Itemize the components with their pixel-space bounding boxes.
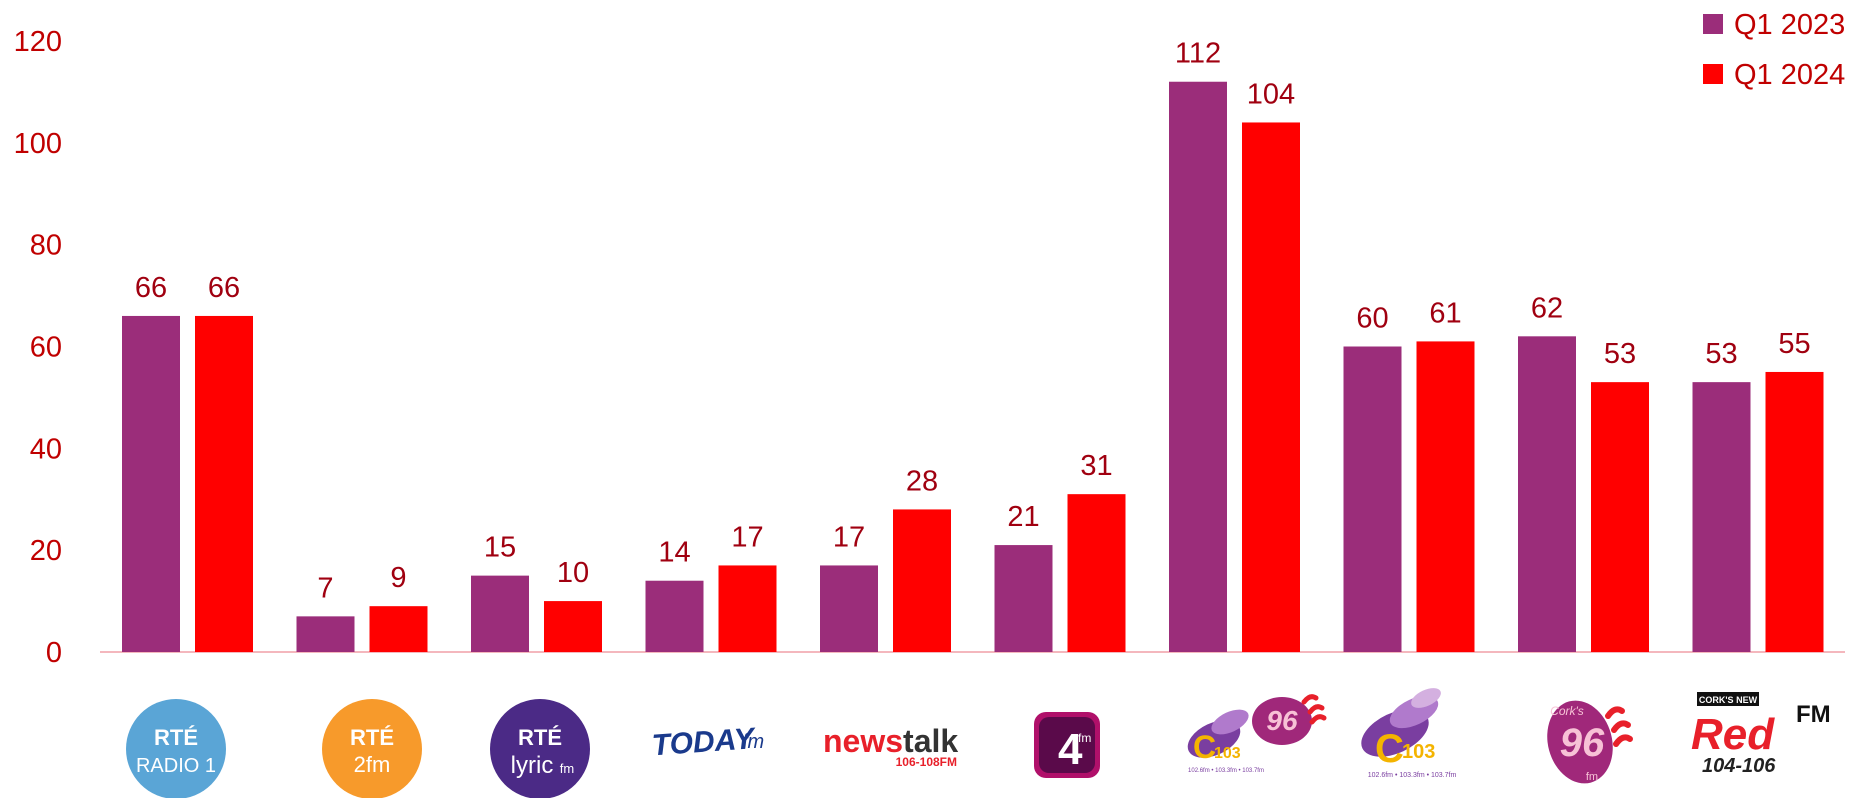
bar <box>718 565 777 652</box>
bar-value-label: 60 <box>1356 303 1388 335</box>
bar-value-label: 31 <box>1080 450 1112 482</box>
cork96fm-logo: Cork's 96 fm <box>1547 700 1633 784</box>
newstalk-logo-part1: news <box>823 723 903 759</box>
bar-value-label: 28 <box>906 465 938 497</box>
bar <box>1765 371 1824 652</box>
4fm-logo-main: 4 <box>1058 725 1083 774</box>
rte-lyricfm-logo: RTÉ lyric fm <box>490 699 590 798</box>
bar <box>1591 382 1649 652</box>
bar <box>471 575 529 652</box>
bar-value-label: 62 <box>1531 292 1563 324</box>
rte-radio1-logo: RTÉ RADIO 1 <box>126 699 226 798</box>
rte-lyricfm-logo-line1: RTÉ <box>518 725 562 750</box>
y-tick-label: 40 <box>30 433 62 465</box>
legend-swatch-q1-2024 <box>1703 64 1723 84</box>
bar <box>994 545 1053 652</box>
redfm-logo-top: CORK'S NEW <box>1699 695 1758 705</box>
y-tick-label: 80 <box>30 230 62 262</box>
legend: Q1 2023 Q1 2024 <box>1703 9 1845 91</box>
newstalk-logo: newstalk 106-108FM <box>823 723 958 769</box>
bar <box>1692 382 1751 652</box>
cork96fm-logo-num: 96 <box>1560 721 1605 765</box>
redfm-logo-main: Red <box>1691 710 1775 759</box>
y-tick-label: 0 <box>46 637 62 669</box>
bar <box>544 601 602 652</box>
bar-value-label: 9 <box>390 562 406 594</box>
cork96fm-logo-prefix: Cork's <box>1550 704 1584 718</box>
4fm-logo-suffix: fm <box>1078 731 1091 745</box>
legend-label-q1-2024: Q1 2024 <box>1734 59 1845 91</box>
redfm-logo-fm: FM <box>1796 701 1831 728</box>
category-logos: RTÉ RADIO 1 RTÉ 2fm RTÉ lyric fm TODAY f… <box>126 688 1831 798</box>
legend-label-q1-2023: Q1 2023 <box>1734 9 1845 41</box>
y-axis-ticks: 0 20 40 60 80 100 120 <box>14 26 62 669</box>
y-tick-label: 60 <box>30 332 62 364</box>
c103-cork96fm-logo-freqs: 102.6fm • 103.3fm • 103.7fm <box>1188 768 1264 774</box>
bar <box>1067 494 1126 652</box>
bar <box>1343 346 1402 652</box>
bar-value-label: 112 <box>1175 38 1221 70</box>
bar <box>296 616 355 652</box>
bar-value-label: 10 <box>557 557 589 589</box>
bar-value-label: 21 <box>1007 501 1039 533</box>
bar <box>1416 341 1475 652</box>
bar-value-label: 53 <box>1604 338 1636 370</box>
todayfm-logo-suffix: fm <box>742 731 764 753</box>
bar-value-label: 17 <box>833 521 865 553</box>
redfm-logo: CORK'S NEW Red FM 104-106 <box>1691 692 1831 777</box>
newstalk-logo-freq: 106-108FM <box>896 755 957 769</box>
c103-logo-num: 103 <box>1402 741 1435 763</box>
bar-value-label: 14 <box>658 537 690 569</box>
svg-text:newstalk: newstalk <box>823 723 958 759</box>
bar <box>645 580 704 652</box>
legend-swatch-q1-2023 <box>1703 14 1723 34</box>
c103-logo-c: C <box>1375 727 1404 771</box>
bar <box>893 509 951 652</box>
rte-radio1-logo-line1: RTÉ <box>154 725 198 750</box>
y-tick-label: 20 <box>30 535 62 567</box>
cork96fm-logo-suffix: fm <box>1586 771 1598 783</box>
rte-2fm-logo-line1: RTÉ <box>350 725 394 750</box>
c103-logo: C 103 102.6fm • 103.3fm • 103.7fm <box>1361 688 1457 779</box>
bar <box>1518 336 1576 652</box>
redfm-logo-freq: 104-106 <box>1702 755 1776 777</box>
bar <box>369 606 428 652</box>
bar-value-label: 66 <box>135 272 167 304</box>
4fm-logo: 4 fm <box>1034 712 1100 778</box>
bars <box>122 81 1824 652</box>
bar <box>122 315 180 652</box>
c103-cork96fm-logo: C 103 96 102.6fm • 103.3fm • 103.7fm <box>1187 694 1327 774</box>
bar-value-label: 53 <box>1705 338 1737 370</box>
rte-radio1-logo-line2: RADIO 1 <box>136 755 216 777</box>
bar-value-label: 7 <box>317 572 333 604</box>
y-tick-label: 100 <box>14 128 62 160</box>
c103-cork96fm-logo-96: 96 <box>1266 705 1298 736</box>
y-tick-label: 120 <box>14 26 62 58</box>
bar-value-label: 17 <box>731 521 763 553</box>
todayfm-logo: TODAY fm <box>651 722 764 762</box>
data-labels: 66 66 7 9 15 10 14 17 17 28 21 31 112 104 60 61 62 53 53 55 <box>135 38 1811 605</box>
bar-value-label: 55 <box>1778 328 1810 360</box>
c103-logo-freqs: 102.6fm • 103.3fm • 103.7fm <box>1368 772 1457 779</box>
bar-value-label: 15 <box>484 532 516 564</box>
rte-2fm-logo-line2: 2fm <box>354 752 391 777</box>
bar <box>1169 81 1227 652</box>
todayfm-logo-main: TODAY <box>651 722 758 762</box>
newstalk-logo-part2: talk <box>903 723 958 759</box>
bar <box>1242 122 1300 652</box>
bar-value-label: 61 <box>1429 297 1461 329</box>
rte-lyricfm-logo-line2: lyric <box>511 752 554 779</box>
c103-cork96fm-logo-num: 103 <box>1214 745 1241 762</box>
bar <box>820 565 878 652</box>
bar-value-label: 66 <box>208 272 240 304</box>
rte-lyricfm-logo-line3: fm <box>560 761 574 776</box>
c103-cork96fm-logo-c: C <box>1193 729 1216 765</box>
bar <box>195 315 253 652</box>
rte-2fm-logo: RTÉ 2fm <box>322 699 422 798</box>
bar-value-label: 104 <box>1247 78 1295 110</box>
